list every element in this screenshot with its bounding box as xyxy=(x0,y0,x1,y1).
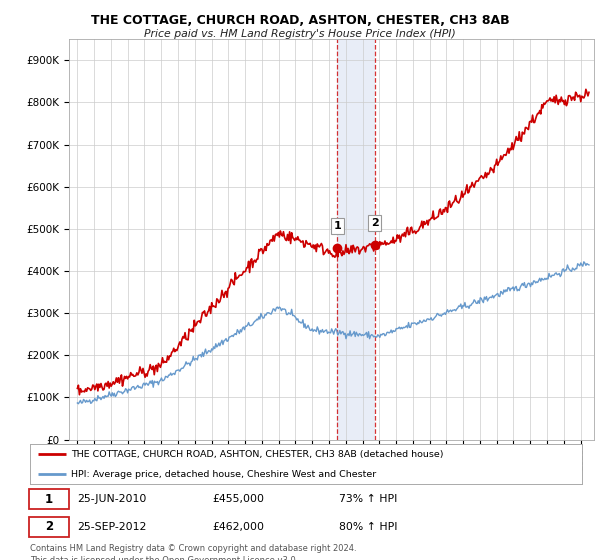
Text: 80% ↑ HPI: 80% ↑ HPI xyxy=(339,521,398,531)
Text: 2: 2 xyxy=(45,520,53,533)
Text: 73% ↑ HPI: 73% ↑ HPI xyxy=(339,494,397,505)
Text: THE COTTAGE, CHURCH ROAD, ASHTON, CHESTER, CH3 8AB (detached house): THE COTTAGE, CHURCH ROAD, ASHTON, CHESTE… xyxy=(71,450,444,459)
Text: 1: 1 xyxy=(45,493,53,506)
Text: 25-JUN-2010: 25-JUN-2010 xyxy=(77,494,146,505)
Text: 25-SEP-2012: 25-SEP-2012 xyxy=(77,521,146,531)
Text: £455,000: £455,000 xyxy=(212,494,264,505)
Text: Contains HM Land Registry data © Crown copyright and database right 2024.
This d: Contains HM Land Registry data © Crown c… xyxy=(30,544,356,560)
Text: THE COTTAGE, CHURCH ROAD, ASHTON, CHESTER, CH3 8AB: THE COTTAGE, CHURCH ROAD, ASHTON, CHESTE… xyxy=(91,14,509,27)
Text: 1: 1 xyxy=(334,221,341,231)
Text: Price paid vs. HM Land Registry's House Price Index (HPI): Price paid vs. HM Land Registry's House … xyxy=(144,29,456,39)
FancyBboxPatch shape xyxy=(29,489,68,510)
Text: 2: 2 xyxy=(371,218,379,228)
FancyBboxPatch shape xyxy=(29,516,68,536)
Bar xyxy=(337,39,375,440)
Text: £462,000: £462,000 xyxy=(212,521,264,531)
Text: HPI: Average price, detached house, Cheshire West and Chester: HPI: Average price, detached house, Ches… xyxy=(71,470,377,479)
